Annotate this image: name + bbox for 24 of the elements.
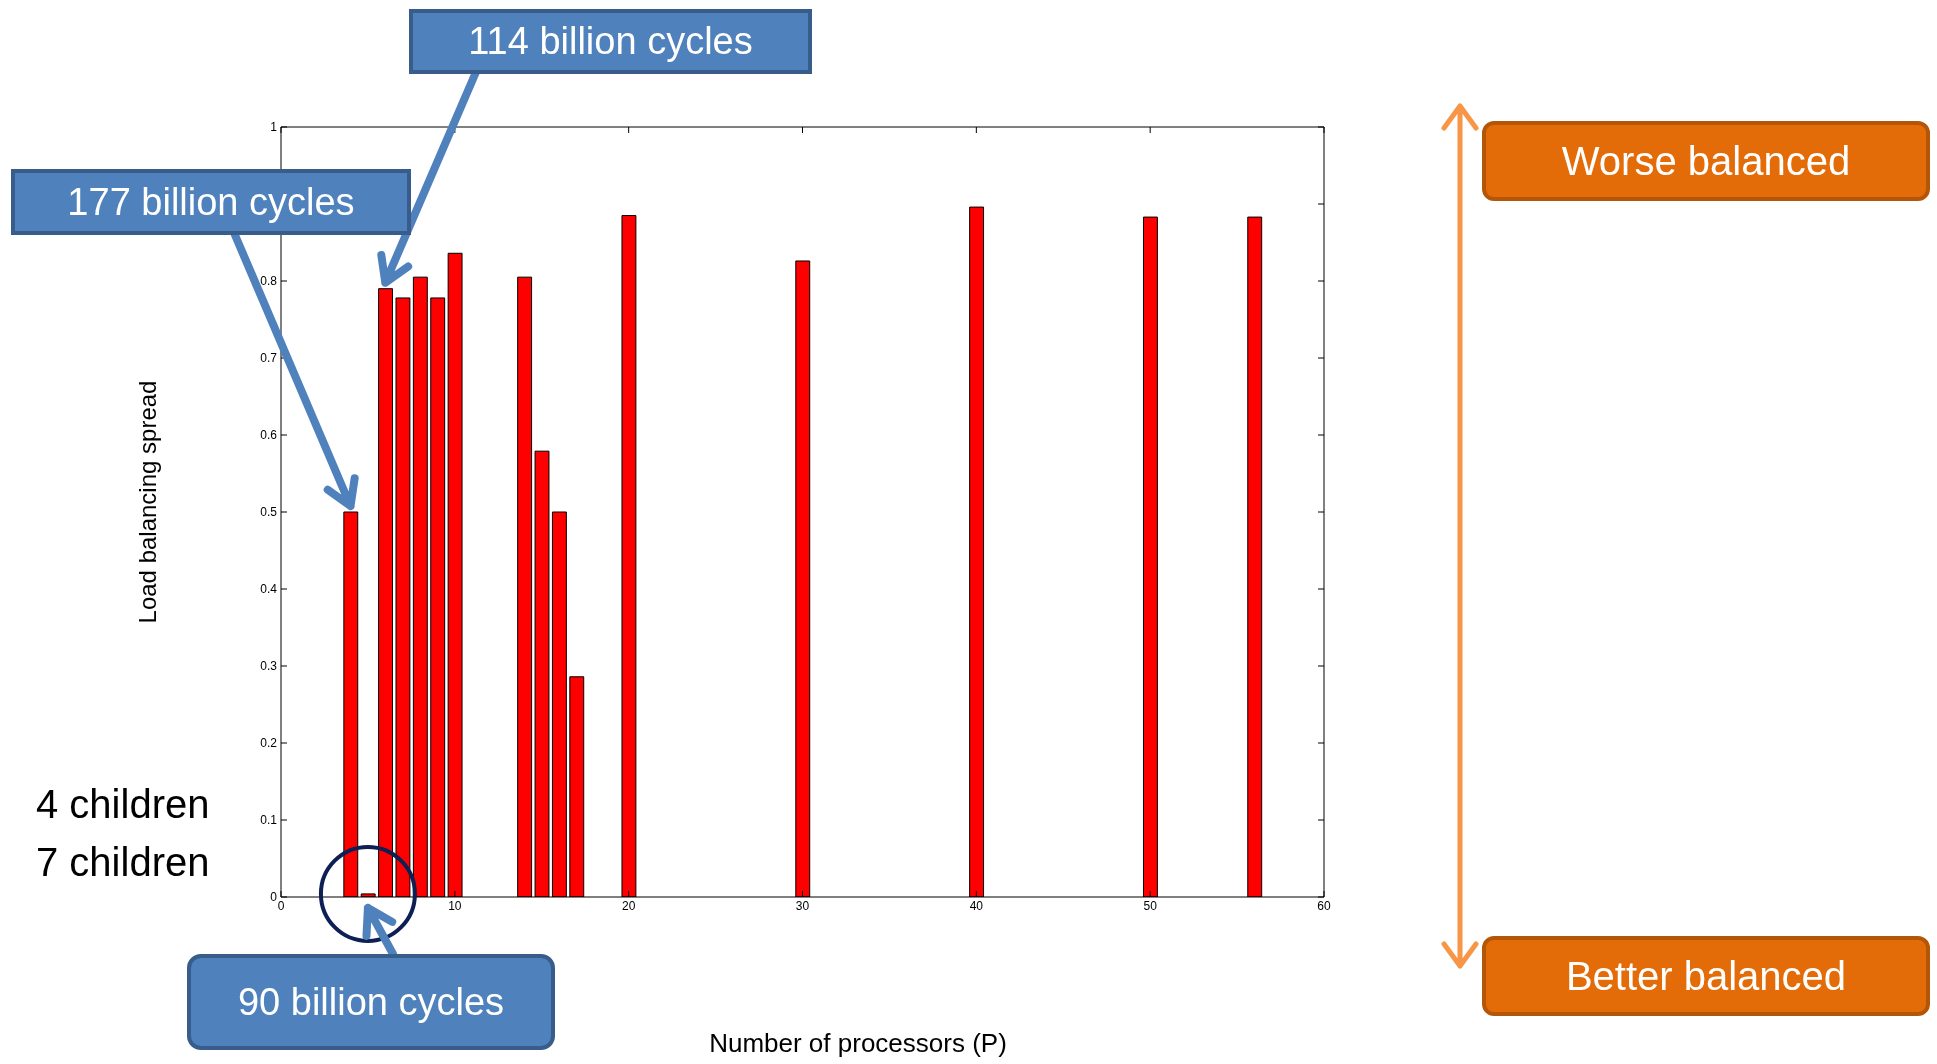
x-tick-label: 10 [448, 898, 462, 913]
x-tick-label: 60 [1317, 898, 1331, 913]
y-tick-label: 0.2 [260, 736, 278, 751]
x-tick-label: 50 [1143, 898, 1158, 913]
annotation: 177 billion cycles [11, 169, 411, 235]
x-tick-label: 30 [795, 898, 810, 913]
text: 4 children [36, 782, 210, 827]
y-axis-title: Load balancing spread [134, 380, 162, 624]
y-tick-label: 0.8 [260, 274, 278, 289]
y-tick-label: 0.7 [260, 351, 278, 366]
annotation: 90 billion cycles [187, 954, 555, 1050]
x-tick-label: 40 [969, 898, 984, 913]
y-tick-label: 0.6 [260, 428, 278, 443]
text: Better balanced [1482, 936, 1930, 1016]
text: Worse balanced [1482, 121, 1930, 201]
y-tick-label: 0.1 [260, 813, 278, 828]
y-tick-label: 0.5 [260, 505, 278, 520]
y-tick-label: 1 [270, 120, 278, 135]
x-axis-title: Number of processors (P) [709, 1028, 1007, 1059]
y-tick-label: 0.4 [260, 582, 278, 597]
text: 7 children [36, 840, 210, 885]
y-tick-label: 0.3 [260, 659, 278, 674]
x-tick-label: 20 [621, 898, 636, 913]
annotation: 114 billion cycles [409, 9, 812, 74]
